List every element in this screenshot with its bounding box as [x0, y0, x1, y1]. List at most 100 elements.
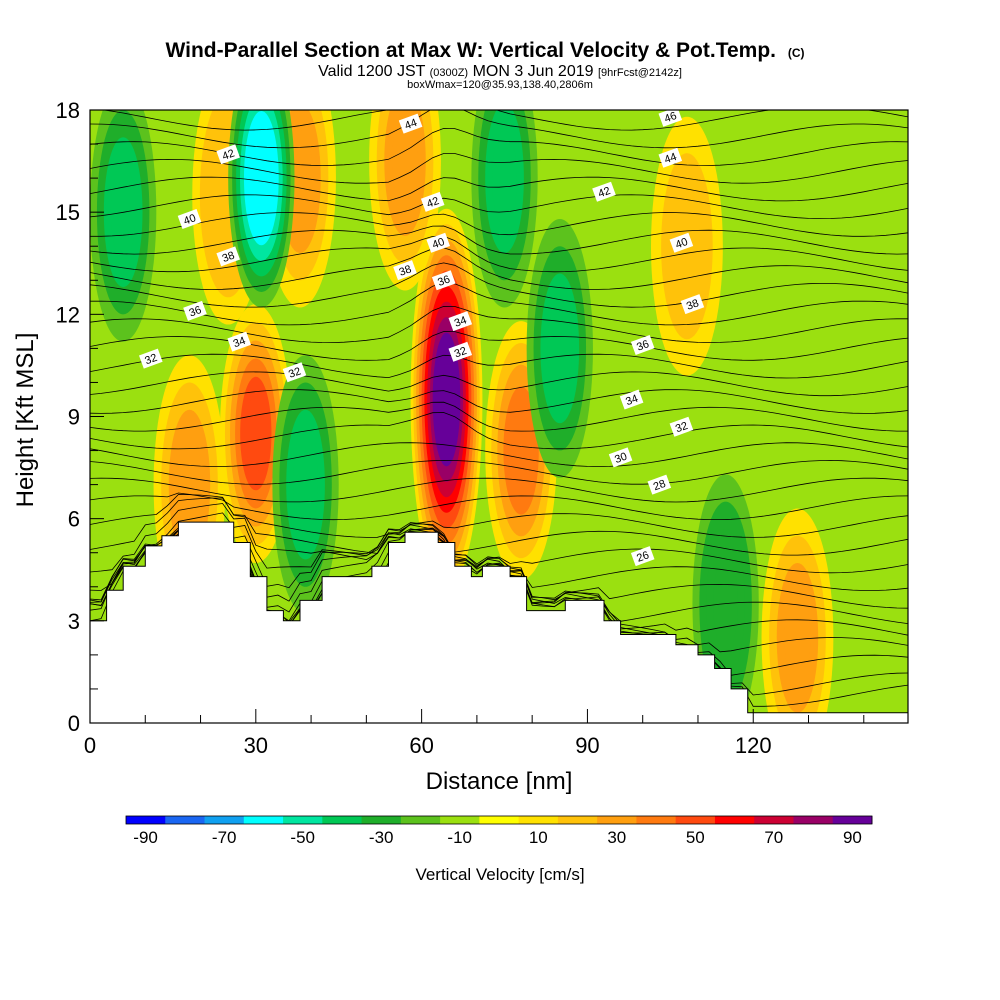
contour-label: 40 — [426, 232, 450, 253]
colorbar-swatch — [754, 816, 794, 824]
contour-label-text: 34 — [453, 314, 469, 329]
x-tick-label: 90 — [575, 733, 599, 758]
contour-label: 32 — [669, 416, 694, 437]
velocity-band — [251, 142, 271, 215]
x-tick-label: 0 — [84, 733, 96, 758]
contour-label-bg — [216, 144, 240, 165]
theta-contour-line — [90, 194, 908, 220]
colorbar-swatch — [793, 816, 834, 824]
contour-label-text: 36 — [635, 338, 651, 353]
theta-contour-line — [90, 477, 908, 503]
chart-title: Wind-Parallel Section at Max W: Vertical… — [165, 39, 804, 62]
contour-label-bg — [398, 113, 423, 134]
theta-contour-line — [90, 442, 908, 468]
downdraft-core — [471, 110, 538, 308]
box-note: boxWmax=120@35.93,138.40,2806m — [407, 79, 593, 91]
contour-label-bg — [592, 181, 616, 202]
x-tick-label: 60 — [409, 733, 433, 758]
y-axis-label: Height [Kft MSL] — [12, 333, 39, 508]
contour-label-bg — [658, 110, 683, 127]
colorbar-tick-label: -30 — [369, 828, 394, 847]
contour-label: 42 — [592, 181, 616, 202]
contour-label: 34 — [619, 389, 644, 410]
colorbar-tick-label: 30 — [607, 828, 626, 847]
theta-contour-line — [90, 212, 908, 237]
y-tick-label: 6 — [68, 507, 80, 532]
contour-label-text: 34 — [232, 335, 248, 350]
subtitle-valid: Valid 1200 JST — [318, 63, 426, 80]
theta-contour-line — [101, 110, 908, 131]
contour-label-text: 44 — [663, 151, 679, 166]
theta-contour-line — [90, 412, 908, 450]
colorbar-swatch — [361, 816, 402, 824]
contour-label-bg — [282, 362, 307, 383]
colorbar-tick-label: -10 — [447, 828, 472, 847]
contour-label-text: 38 — [398, 263, 414, 278]
contour-label: 26 — [630, 546, 655, 567]
theta-contour-line — [90, 512, 908, 591]
colorbar-swatch — [283, 816, 323, 824]
colorbar-swatch — [557, 816, 598, 824]
colorbar-swatch — [832, 816, 873, 824]
terrain — [90, 521, 908, 723]
colorbar-swatch — [165, 816, 206, 824]
y-axis: 0 3 6 9 12 15 18 — [56, 98, 104, 736]
contour-label-bg — [431, 270, 456, 291]
theta-contour-line — [90, 235, 908, 273]
colorbar-swatch — [479, 816, 520, 824]
theta-contour-line — [90, 225, 908, 255]
theta-contour-line — [90, 503, 908, 574]
colorbar-swatch — [518, 816, 559, 824]
theta-contour-line — [90, 492, 908, 521]
contour-label-text: 42 — [597, 185, 613, 200]
downdraft-core — [526, 218, 593, 478]
contour-label-text: 32 — [674, 420, 690, 435]
velocity-band — [509, 408, 533, 493]
contour-label-text: 40 — [182, 212, 198, 227]
contour-label-bg — [177, 209, 202, 229]
velocity-band — [176, 436, 203, 533]
contour-label-bg — [420, 191, 445, 212]
y-tick-label: 3 — [68, 609, 80, 634]
contour-label-text: 32 — [287, 365, 303, 380]
plot-area: 32 36 38 40 42 34 32 44 42 40 38 36 34 32 42 46 44 40 38 36… — [90, 110, 908, 723]
contour-label-text: 36 — [436, 274, 452, 289]
contour-label: 40 — [177, 209, 202, 229]
updraft-core — [369, 110, 441, 291]
contour-label-bg — [669, 416, 694, 437]
subtitle-zulu: (0300Z) — [430, 67, 469, 79]
colorbar-label: Vertical Velocity [cm/s] — [415, 865, 584, 884]
colorbar-swatch — [400, 816, 441, 824]
contour-label: 28 — [647, 474, 672, 495]
colorbar-swatch — [126, 816, 166, 824]
theta-contour-line — [90, 262, 908, 308]
contour-label-bg — [183, 300, 207, 321]
downdraft-core — [272, 355, 339, 615]
contour-label-bg — [647, 474, 672, 495]
colorbar-tick-label: -50 — [290, 828, 315, 847]
x-axis: 0 30 60 90 120 — [84, 709, 865, 758]
theta-contour-line — [90, 494, 908, 538]
theta-contour-line — [90, 353, 908, 379]
colorbar-tick-label: 70 — [764, 828, 783, 847]
contour-label-text: 26 — [635, 549, 651, 564]
contour-label: 44 — [398, 113, 423, 134]
contour-label-text: 36 — [188, 304, 204, 319]
x-tick-label: 120 — [735, 733, 772, 758]
chart-title-mark: (C) — [788, 46, 805, 60]
contour-label-text: 38 — [221, 250, 237, 265]
velocity-band — [492, 130, 517, 226]
chart-title-main: Wind-Parallel Section at Max W: Vertical… — [165, 39, 776, 62]
y-tick-label: 18 — [56, 98, 80, 123]
contour-label: 32 — [282, 362, 307, 383]
contour-label: 42 — [420, 191, 445, 212]
contour-label-bg — [630, 546, 655, 567]
chart-subtitle: Valid 1200 JST (0300Z) MON 3 Jun 2019 [9… — [318, 63, 682, 80]
velocity-band — [547, 300, 573, 397]
colorbar-swatch — [204, 816, 245, 824]
contour-label: 36 — [431, 270, 456, 291]
velocity-band — [438, 363, 455, 436]
contour-label-text: 28 — [652, 478, 668, 493]
contour-label: 38 — [393, 260, 417, 281]
